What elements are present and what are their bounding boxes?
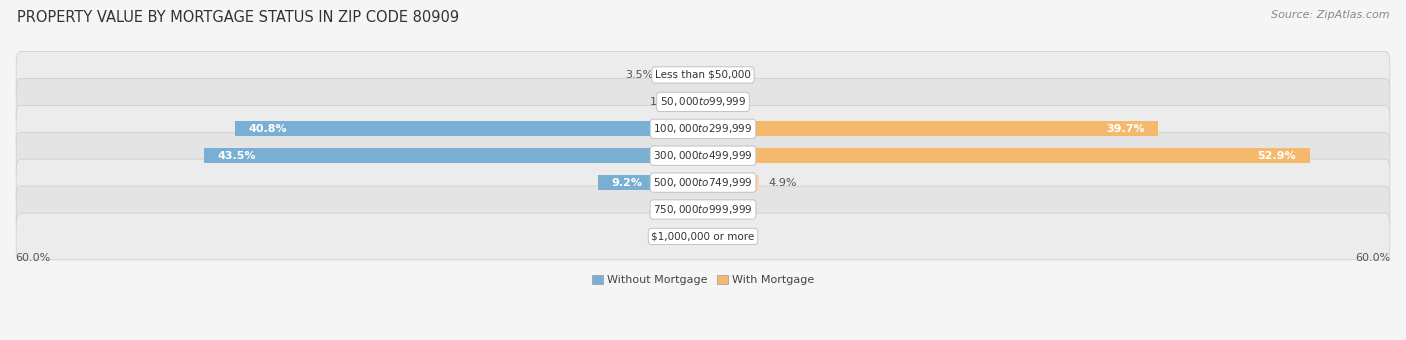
Text: 1.4%: 1.4% <box>650 97 678 107</box>
Text: $1,000,000 or more: $1,000,000 or more <box>651 232 755 241</box>
Text: 1.3%: 1.3% <box>727 70 755 80</box>
FancyBboxPatch shape <box>15 159 1391 206</box>
FancyBboxPatch shape <box>15 52 1391 98</box>
Text: 60.0%: 60.0% <box>1355 253 1391 263</box>
Text: 52.9%: 52.9% <box>1257 151 1296 161</box>
Text: 39.7%: 39.7% <box>1107 124 1144 134</box>
FancyBboxPatch shape <box>15 132 1391 179</box>
FancyBboxPatch shape <box>15 79 1391 125</box>
Text: 0.19%: 0.19% <box>714 97 749 107</box>
Text: PROPERTY VALUE BY MORTGAGE STATUS IN ZIP CODE 80909: PROPERTY VALUE BY MORTGAGE STATUS IN ZIP… <box>17 10 458 25</box>
Text: 0.74%: 0.74% <box>721 232 756 241</box>
Bar <box>703 95 706 109</box>
FancyBboxPatch shape <box>15 186 1391 233</box>
Text: 0.37%: 0.37% <box>654 204 689 215</box>
Text: 60.0%: 60.0% <box>15 253 51 263</box>
Bar <box>699 202 703 217</box>
Text: 0.22%: 0.22% <box>714 204 751 215</box>
Text: Less than $50,000: Less than $50,000 <box>655 70 751 80</box>
Text: Source: ZipAtlas.com: Source: ZipAtlas.com <box>1271 10 1389 20</box>
Text: 9.2%: 9.2% <box>612 177 643 188</box>
Text: 40.8%: 40.8% <box>249 124 288 134</box>
Bar <box>703 121 1159 136</box>
Text: 3.5%: 3.5% <box>626 70 654 80</box>
Text: $100,000 to $299,999: $100,000 to $299,999 <box>654 122 752 135</box>
Text: 1.3%: 1.3% <box>651 232 679 241</box>
Text: $50,000 to $99,999: $50,000 to $99,999 <box>659 96 747 108</box>
Bar <box>204 148 703 163</box>
FancyBboxPatch shape <box>15 213 1391 260</box>
Bar <box>703 202 706 217</box>
Bar <box>598 175 703 190</box>
Legend: Without Mortgage, With Mortgage: Without Mortgage, With Mortgage <box>588 271 818 290</box>
Bar <box>703 68 718 82</box>
Text: $500,000 to $749,999: $500,000 to $749,999 <box>654 176 752 189</box>
Bar <box>688 95 703 109</box>
Bar <box>703 148 1309 163</box>
Text: $750,000 to $999,999: $750,000 to $999,999 <box>654 203 752 216</box>
Bar <box>703 175 759 190</box>
Bar <box>688 229 703 244</box>
Text: 43.5%: 43.5% <box>218 151 256 161</box>
Text: 4.9%: 4.9% <box>768 177 797 188</box>
Bar <box>235 121 703 136</box>
Bar <box>703 229 711 244</box>
FancyBboxPatch shape <box>15 105 1391 152</box>
Text: $300,000 to $499,999: $300,000 to $499,999 <box>654 149 752 162</box>
Bar <box>662 68 703 82</box>
